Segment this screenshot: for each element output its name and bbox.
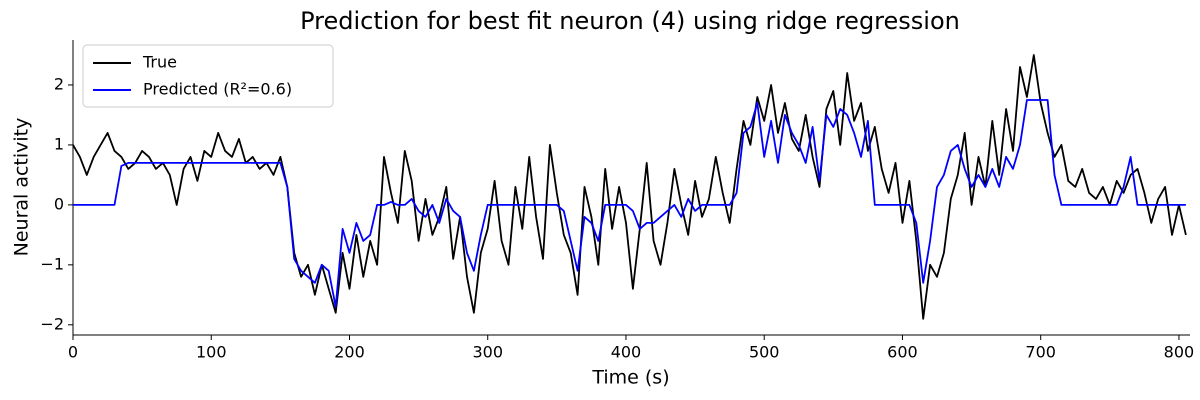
- x-tick-label: 0: [68, 343, 78, 362]
- y-tick-label: −1: [40, 254, 64, 273]
- y-tick-label: 1: [54, 134, 64, 153]
- x-tick-label: 500: [749, 343, 780, 362]
- x-tick-label: 600: [887, 343, 918, 362]
- series-line: [72, 54, 1187, 320]
- legend-box: [82, 44, 334, 108]
- x-tick-label: 700: [1025, 343, 1056, 362]
- x-axis-label: Time (s): [591, 367, 669, 389]
- series-line: [73, 99, 1186, 308]
- legend-label: Predicted (R²=0.6): [143, 80, 292, 99]
- y-tick-label: −2: [40, 314, 64, 333]
- y-axis-label: Neural activity: [11, 118, 33, 257]
- y-tick-label: 0: [54, 194, 64, 213]
- chart-title: Prediction for best fit neuron (4) using…: [300, 7, 960, 35]
- x-tick-label: 200: [334, 343, 365, 362]
- legend-label: True: [142, 53, 177, 72]
- y-tick-label: 2: [54, 74, 64, 93]
- x-tick-label: 400: [611, 343, 642, 362]
- x-tick-label: 800: [1164, 343, 1195, 362]
- x-tick-label: 100: [196, 343, 227, 362]
- x-tick-label: 300: [472, 343, 503, 362]
